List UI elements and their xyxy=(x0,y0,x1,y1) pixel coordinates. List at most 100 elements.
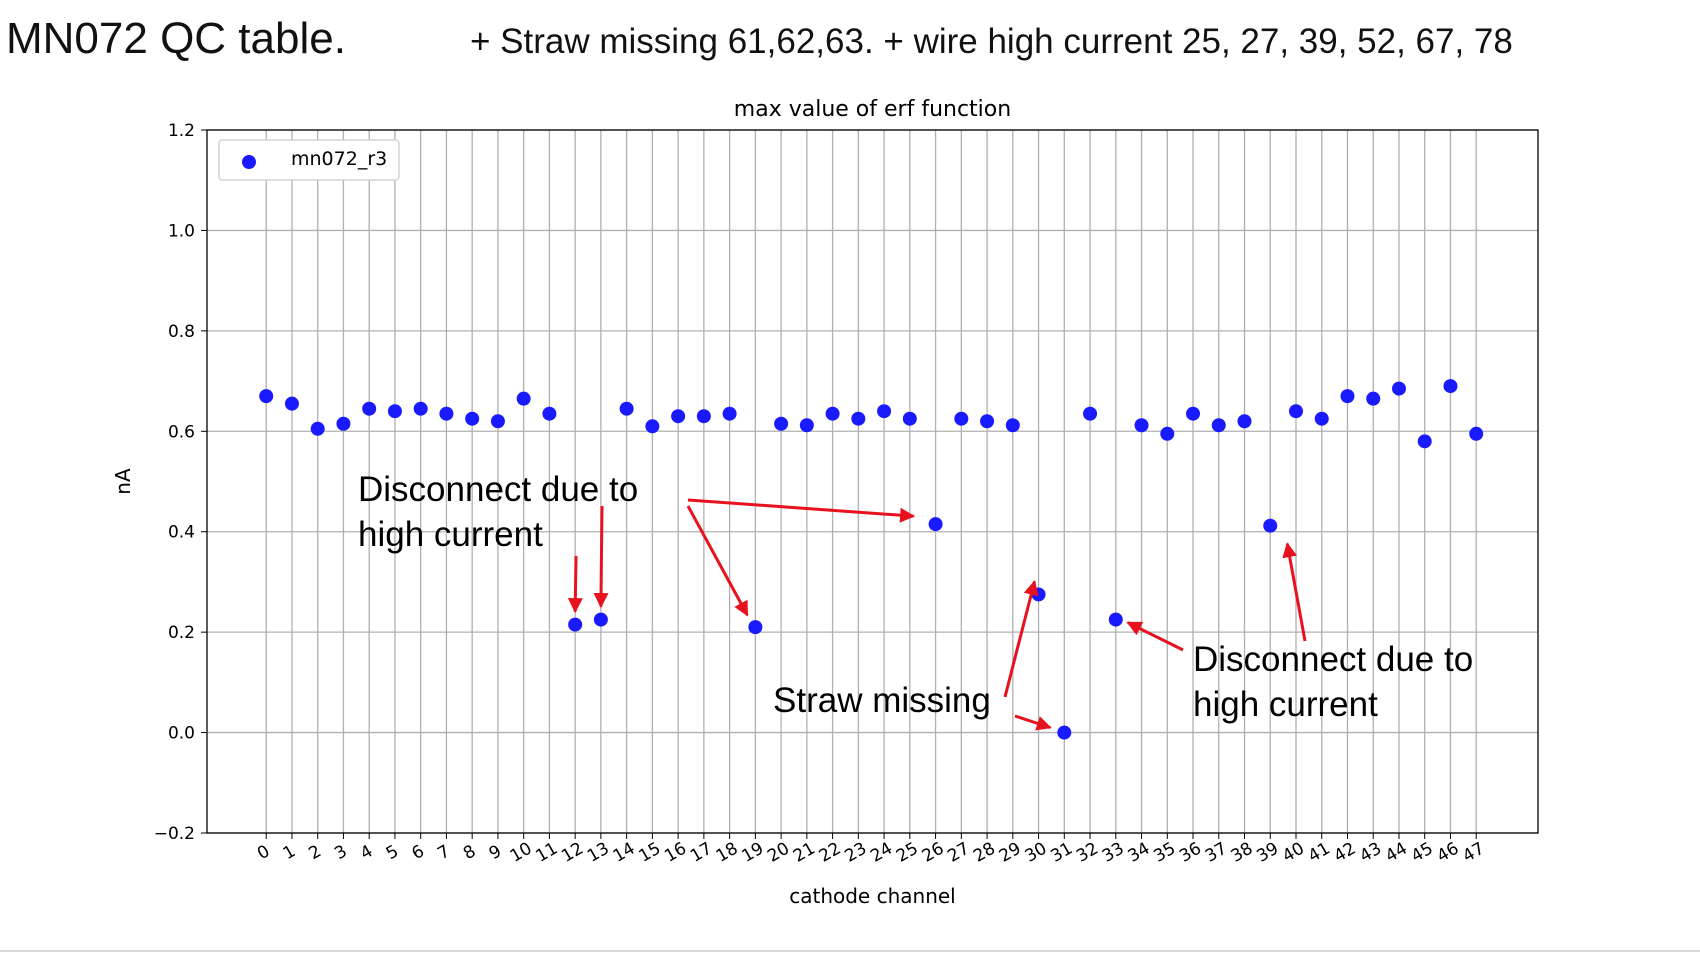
x-tick-label: 33 xyxy=(1099,839,1128,867)
x-tick-label: 6 xyxy=(408,841,427,864)
x-tick-label: 40 xyxy=(1279,839,1308,867)
x-tick-label: 38 xyxy=(1228,839,1257,867)
data-point xyxy=(542,406,557,421)
x-tick-label: 14 xyxy=(610,839,639,867)
data-point xyxy=(1134,418,1149,433)
data-point xyxy=(748,620,763,635)
data-point xyxy=(1083,406,1098,421)
x-tick-label: 2 xyxy=(306,841,325,864)
data-point xyxy=(671,409,686,424)
y-axis-label: nA xyxy=(111,468,135,495)
y-tick-label: 0.4 xyxy=(168,523,195,543)
y-tick-label: 0.8 xyxy=(168,322,195,342)
x-tick-label: 30 xyxy=(1022,839,1051,867)
y-tick-label: 0.6 xyxy=(168,422,195,442)
data-point xyxy=(645,419,660,434)
x-tick-label: 28 xyxy=(970,839,999,867)
data-point xyxy=(568,617,583,632)
data-point xyxy=(439,406,454,421)
x-tick-label: 11 xyxy=(533,839,562,867)
annotation-line: high current xyxy=(358,515,543,554)
slide-subtitle: + Straw missing 61,62,63. + wire high cu… xyxy=(470,22,1513,61)
data-point xyxy=(1237,414,1252,429)
data-point xyxy=(387,404,402,419)
x-tick-label: 42 xyxy=(1331,839,1360,867)
data-point xyxy=(259,389,274,404)
annotation-arrow xyxy=(686,505,749,617)
x-tick-label: 7 xyxy=(434,841,453,864)
x-tick-label: 35 xyxy=(1150,839,1179,867)
x-tick-label: 3 xyxy=(331,841,350,864)
annotation-arrow xyxy=(593,505,609,609)
data-point xyxy=(336,416,351,431)
x-tick-label: 43 xyxy=(1356,839,1385,867)
annotation-arrow xyxy=(1003,580,1039,698)
x-tick-label: 44 xyxy=(1382,839,1411,867)
data-point xyxy=(825,406,840,421)
legend-box xyxy=(218,139,400,181)
annotation-line: Disconnect due to xyxy=(358,470,639,509)
data-point xyxy=(593,612,608,627)
y-tick-label: −0.2 xyxy=(154,824,195,844)
annotation-arrow xyxy=(1014,714,1052,731)
x-tick-label: 23 xyxy=(841,839,870,867)
annotation-straw-missing: Straw missing xyxy=(773,678,991,723)
x-tick-label: 46 xyxy=(1434,839,1463,867)
slide-bottom-rule xyxy=(0,950,1700,952)
plot-frame xyxy=(206,129,1539,834)
data-point xyxy=(1108,612,1123,627)
x-tick-label: 8 xyxy=(460,841,479,864)
x-tick-label: 4 xyxy=(357,841,376,864)
slide-title: MN072 QC table. xyxy=(6,14,346,63)
x-tick-label: 32 xyxy=(1073,839,1102,867)
data-point xyxy=(490,414,505,429)
annotation-arrows xyxy=(567,498,1307,731)
data-point xyxy=(722,406,737,421)
annotation-line: Disconnect due to xyxy=(1193,640,1474,679)
x-tick-label: 29 xyxy=(996,839,1025,867)
data-point xyxy=(465,411,480,426)
data-point xyxy=(1469,426,1484,441)
x-tick-label: 12 xyxy=(558,839,587,867)
y-tick-label: 1.0 xyxy=(168,221,195,241)
x-tick-label: 22 xyxy=(816,839,845,867)
data-point xyxy=(902,411,917,426)
data-point xyxy=(1417,434,1432,449)
data-point xyxy=(799,418,814,433)
grid-lines xyxy=(207,129,1538,834)
x-tick-label: 17 xyxy=(687,839,716,867)
data-point xyxy=(310,421,325,436)
data-point xyxy=(1057,725,1072,740)
annotation-line: Straw missing xyxy=(773,681,991,720)
annotation-arrow xyxy=(567,555,583,614)
data-point xyxy=(413,401,428,416)
data-point xyxy=(362,401,377,416)
x-tick-label: 15 xyxy=(636,839,665,867)
x-tick-label: 39 xyxy=(1253,839,1282,867)
annotation-arrow xyxy=(1282,542,1307,642)
data-point xyxy=(1186,406,1201,421)
x-tick-label: 18 xyxy=(713,839,742,867)
data-point xyxy=(1391,381,1406,396)
x-tick-label: 0 xyxy=(254,841,273,864)
x-tick-label: 41 xyxy=(1305,839,1334,867)
data-point xyxy=(696,409,711,424)
legend-label: mn072_r3 xyxy=(291,148,387,170)
x-tick-label: 5 xyxy=(383,841,402,864)
chart-title: max value of erf function xyxy=(734,97,1011,122)
data-point xyxy=(928,517,943,532)
data-point xyxy=(1263,518,1278,533)
data-point xyxy=(954,411,969,426)
x-tick-label: 16 xyxy=(661,839,690,867)
data-points xyxy=(259,379,1484,740)
data-point xyxy=(1160,426,1175,441)
x-tick-label: 27 xyxy=(944,839,973,867)
x-tick-label: 1 xyxy=(280,841,299,864)
x-tick-label: 34 xyxy=(1125,839,1154,867)
data-point xyxy=(851,411,866,426)
x-tick-label: 47 xyxy=(1459,839,1488,867)
y-tick-label: 0.2 xyxy=(168,623,195,643)
data-point xyxy=(1314,411,1329,426)
x-tick-label: 45 xyxy=(1408,839,1437,867)
annotation-disconnect-left: Disconnect due to high current xyxy=(358,467,638,557)
